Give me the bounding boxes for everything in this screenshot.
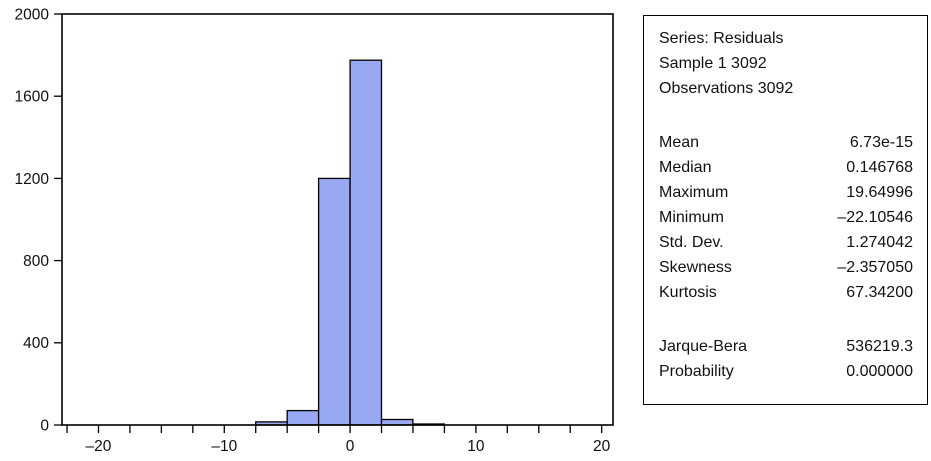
x-axis-tick-label: 20 xyxy=(593,438,611,455)
stat-label: Std. Dev. xyxy=(659,234,724,251)
y-axis-tick-label: 0 xyxy=(40,417,49,434)
stat-label: Maximum xyxy=(659,184,729,201)
histogram-bar xyxy=(349,59,383,426)
x-axis-tick-label: –10 xyxy=(211,438,237,455)
histogram-bar xyxy=(380,418,414,426)
stat-label: Jarque-Bera xyxy=(659,338,748,355)
sample-label: Sample 1 3092 xyxy=(659,55,767,72)
stat-value: 536219.3 xyxy=(846,338,913,355)
stat-row-mean: Mean 6.73e-15 xyxy=(659,130,913,155)
x-axis-tick-label: 0 xyxy=(346,438,355,455)
stat-row-jarque-bera: Jarque-Bera 536219.3 xyxy=(659,334,913,359)
x-axis-tick-label: –20 xyxy=(86,438,112,455)
histogram-bar xyxy=(317,177,351,426)
stat-value: 0.146768 xyxy=(846,159,913,176)
stat-label: Probability xyxy=(659,363,734,380)
y-axis-tick-label: 400 xyxy=(23,335,49,352)
stat-value: 1.274042 xyxy=(846,234,913,251)
observations-label: Observations 3092 xyxy=(659,80,794,97)
histogram-bar xyxy=(286,409,320,426)
plot-border xyxy=(61,13,614,426)
stat-value: –22.10546 xyxy=(837,209,913,226)
stat-value: 6.73e-15 xyxy=(849,134,913,151)
stat-row-kurtosis: Kurtosis 67.34200 xyxy=(659,280,913,305)
stat-row-median: Median 0.146768 xyxy=(659,155,913,180)
series-label: Series: Residuals xyxy=(659,30,784,47)
spacer xyxy=(659,305,913,334)
stats-panel: Series: Residuals Sample 1 3092 Observat… xyxy=(643,15,928,405)
stat-label: Median xyxy=(659,159,712,176)
stat-label: Minimum xyxy=(659,209,724,226)
stat-row-std-dev: Std. Dev. 1.274042 xyxy=(659,230,913,255)
y-axis-tick-label: 2000 xyxy=(15,6,50,23)
x-axis-tick-label: 10 xyxy=(467,438,485,455)
stat-row-probability: Probability 0.000000 xyxy=(659,359,913,384)
y-axis-tick-label: 800 xyxy=(23,253,49,270)
stat-value: 67.34200 xyxy=(846,284,913,301)
stat-row-skewness: Skewness –2.357050 xyxy=(659,255,913,280)
stat-label: Mean xyxy=(659,134,700,151)
stat-row-minimum: Minimum –22.10546 xyxy=(659,205,913,230)
residuals-histogram-chart: 0 400 800 1200 1600 2000 –20 –10 0 10 20 xyxy=(15,6,614,455)
y-axis-tick-label: 1600 xyxy=(15,89,50,106)
y-axis-tick-label: 1200 xyxy=(15,171,50,188)
stat-label: Skewness xyxy=(659,259,732,276)
stat-value: 0.000000 xyxy=(846,363,913,380)
stat-row-maximum: Maximum 19.64996 xyxy=(659,180,913,205)
stat-value: 19.64996 xyxy=(846,184,913,201)
stat-value: –2.357050 xyxy=(837,259,913,276)
spacer xyxy=(659,101,913,130)
stat-label: Kurtosis xyxy=(659,284,717,301)
